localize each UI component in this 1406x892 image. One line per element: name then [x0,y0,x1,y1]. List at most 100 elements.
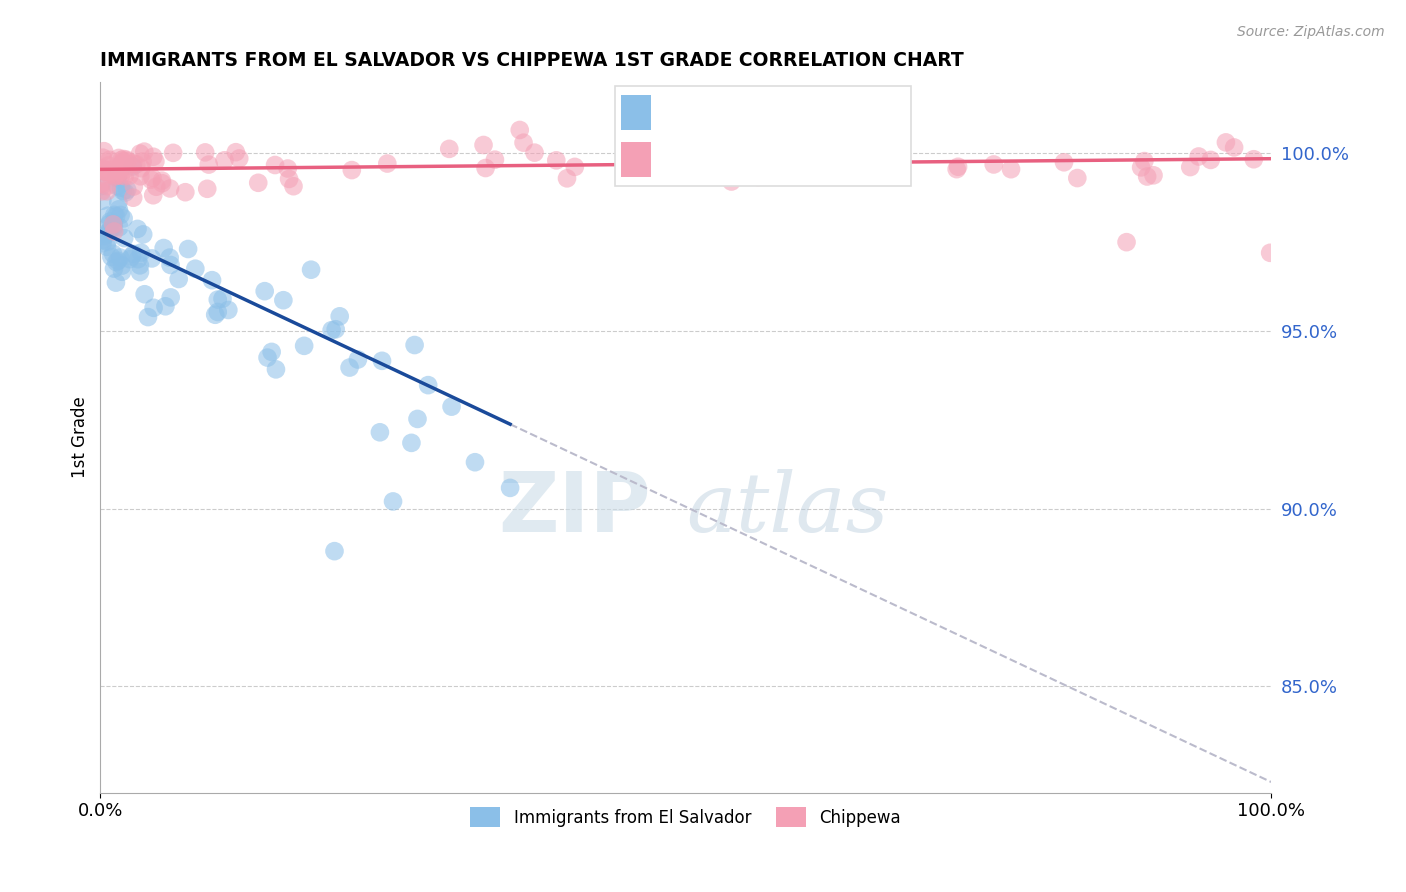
Point [90,184,112,198]
Text: IMMIGRANTS FROM EL SALVADOR VS CHIPPEWA 1ST GRADE CORRELATION CHART: IMMIGRANTS FROM EL SALVADOR VS CHIPPEWA … [100,51,965,70]
Point [93,229,115,244]
Point [211,292,233,306]
Point [131,161,153,176]
Point [100,250,122,264]
Point [499,481,522,495]
Point [401,435,423,450]
Text: -0.530: -0.530 [699,103,762,121]
Point [1142,169,1164,183]
Point [1115,235,1137,249]
Point [129,245,152,260]
Point [110,180,132,194]
Point [131,154,153,169]
Point [1130,161,1153,175]
Point [114,186,136,200]
Point [96,164,118,178]
Point [121,250,143,264]
Point [207,293,229,307]
Point [1215,136,1237,150]
Point [159,290,181,304]
Point [347,352,370,367]
Point [122,191,145,205]
Point [1243,153,1265,167]
Point [96,179,118,194]
Point [339,360,361,375]
Point [104,168,127,182]
Point [108,251,131,265]
Point [747,170,769,185]
Point [139,172,162,186]
Point [177,242,200,256]
Point [107,195,129,210]
Point [509,123,531,137]
Point [129,258,152,272]
Point [96,162,118,177]
Point [159,258,181,272]
Text: 106: 106 [838,151,875,169]
Point [406,412,429,426]
Point [278,172,301,186]
Point [96,184,118,198]
Point [110,153,132,167]
Point [98,168,121,182]
Point [207,305,229,319]
Point [264,362,287,376]
Point [129,146,152,161]
Legend: Immigrants from El Salvador, Chippewa: Immigrants from El Salvador, Chippewa [464,800,908,834]
Bar [620,95,651,130]
Point [101,246,124,260]
Point [371,354,394,368]
Point [129,169,152,184]
Point [122,179,145,194]
Point [98,217,121,231]
Point [112,231,135,245]
Point [277,161,299,176]
Point [104,169,127,184]
Point [368,425,391,440]
Point [1000,162,1022,177]
Point [98,153,121,167]
Point [321,323,343,337]
Point [256,351,278,365]
Text: 0.176: 0.176 [699,151,754,169]
Text: ZIP: ZIP [498,468,651,549]
Point [145,154,167,169]
Point [121,160,143,174]
Point [142,188,165,202]
Point [141,170,163,185]
Point [638,166,661,180]
Point [1053,155,1076,169]
Point [159,181,181,195]
Point [150,173,173,187]
Point [340,163,363,178]
Point [197,158,219,172]
Point [107,171,129,186]
Point [710,153,733,167]
Point [110,157,132,171]
Point [145,179,167,194]
Point [91,194,114,208]
Point [91,162,114,177]
Point [162,145,184,160]
Point [129,265,152,279]
Point [103,220,125,235]
Point [204,308,226,322]
Point [292,339,315,353]
Point [790,145,813,159]
Point [523,145,546,160]
Point [141,252,163,266]
Point [90,163,112,178]
Point [91,233,114,247]
Point [945,162,967,177]
Point [546,153,568,168]
Text: 89: 89 [838,103,862,121]
Text: atlas: atlas [686,468,889,549]
Point [136,310,159,324]
Point [142,150,165,164]
Point [512,136,534,150]
Point [127,222,149,236]
Point [195,182,218,196]
Point [103,261,125,276]
Point [97,209,120,223]
Point [214,153,236,168]
